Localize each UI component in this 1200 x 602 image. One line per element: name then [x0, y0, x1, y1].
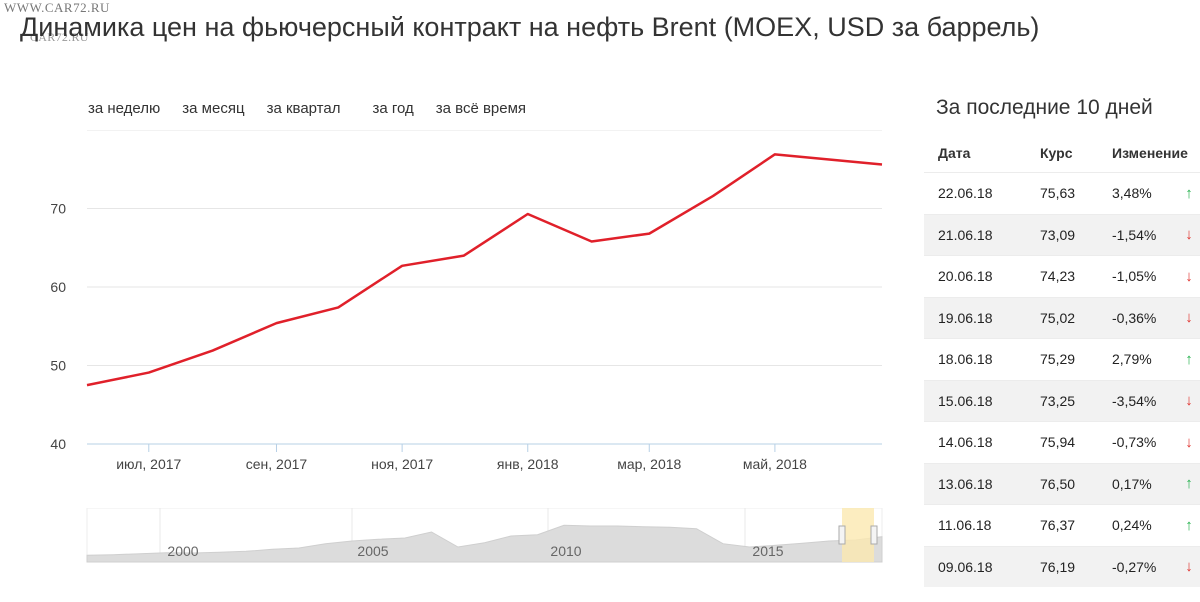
- x-tick-label: янв, 2018: [497, 456, 559, 472]
- table-row: 21.06.18 73,09 -1,54% ↓: [924, 213, 1200, 255]
- x-tick-label: май, 2018: [743, 456, 807, 472]
- row-date: 22.06.18: [938, 185, 993, 202]
- row-date: 19.06.18: [938, 309, 993, 326]
- row-date: 14.06.18: [938, 434, 993, 451]
- row-date: 15.06.18: [938, 392, 993, 409]
- x-tick-label: мар, 2018: [617, 456, 681, 472]
- arrow-down-icon: ↓: [1185, 309, 1193, 327]
- series-line: [86, 153, 883, 387]
- price-line-chart: 40 50 60 70 июл, 2017 сен, 2017 ноя, 2017 янв, …: [50, 130, 883, 472]
- row-rate: 75,63: [1040, 185, 1076, 202]
- navigator-chart[interactable]: 2000 2005 2010 2015: [0, 508, 900, 564]
- y-tick-label: 70: [50, 201, 66, 217]
- navigator-year-label: 2015: [752, 543, 783, 559]
- arrow-up-icon: ↑: [1185, 350, 1193, 368]
- row-change: -3,54%: [1112, 392, 1157, 409]
- x-tick-label: сен, 2017: [246, 456, 308, 472]
- row-change: -0,36%: [1112, 309, 1157, 326]
- watermark: WWW.CAR72.RU: [4, 0, 110, 15]
- table-row: 19.06.18 75,02 -0,36% ↓: [924, 296, 1200, 338]
- period-tabs: за неделю за месяц за квартал за год за …: [88, 100, 548, 117]
- row-rate: 74,23: [1040, 268, 1076, 285]
- y-tick-label: 50: [50, 358, 66, 374]
- y-tick-label: 40: [50, 436, 66, 452]
- x-tick-label: июл, 2017: [116, 456, 181, 472]
- arrow-down-icon: ↓: [1185, 558, 1193, 576]
- arrow-up-icon: ↑: [1185, 475, 1193, 493]
- row-change: 2,79%: [1112, 351, 1152, 368]
- page-title: Динамика цен на фьючерсный контракт на н…: [20, 12, 1040, 42]
- arrow-up-icon: ↑: [1185, 184, 1193, 202]
- table-row: 22.06.18 75,63 3,48% ↑: [924, 172, 1200, 214]
- navigator-selection: [842, 508, 874, 562]
- x-tick-label: ноя, 2017: [371, 456, 433, 472]
- row-rate: 76,37: [1040, 517, 1076, 534]
- navigator-year-label: 2010: [550, 543, 581, 559]
- table-body: 22.06.18 75,63 3,48% ↑ 21.06.18 73,09 -1,54% ↓ 2…: [924, 172, 1200, 587]
- arrow-down-icon: ↓: [1185, 226, 1193, 244]
- header-date: Дата: [938, 145, 971, 161]
- table-row: 13.06.18 76,50 0,17% ↑: [924, 462, 1200, 504]
- table-row: 09.06.18 76,19 -0,27% ↓: [924, 545, 1200, 587]
- y-tick-label: 60: [50, 279, 66, 295]
- row-change: 0,17%: [1112, 475, 1152, 492]
- arrow-down-icon: ↓: [1185, 392, 1193, 410]
- arrow-down-icon: ↓: [1185, 267, 1193, 285]
- side-panel-title: За последние 10 дней: [936, 96, 1153, 119]
- header-change: Изменение: [1112, 145, 1188, 161]
- tab-year[interactable]: за год: [372, 100, 414, 117]
- row-rate: 75,94: [1040, 434, 1076, 451]
- row-change: -0,27%: [1112, 558, 1157, 575]
- tab-quarter[interactable]: за квартал: [266, 100, 341, 117]
- table-row: 11.06.18 76,37 0,24% ↑: [924, 504, 1200, 546]
- row-change: -1,54%: [1112, 226, 1157, 243]
- tab-month[interactable]: за месяц: [182, 100, 245, 117]
- row-rate: 76,19: [1040, 558, 1076, 575]
- tab-all-time[interactable]: за всё время: [435, 100, 527, 117]
- navigator-area: [86, 524, 883, 563]
- row-date: 21.06.18: [938, 226, 993, 243]
- row-date: 13.06.18: [938, 475, 993, 492]
- row-date: 20.06.18: [938, 268, 993, 285]
- arrow-up-icon: ↑: [1185, 516, 1193, 534]
- watermark-secondary: CAR72.RU: [30, 30, 89, 44]
- navigator-handle-left: [838, 525, 846, 545]
- row-change: -1,05%: [1112, 268, 1157, 285]
- table-row: 15.06.18 73,25 -3,54% ↓: [924, 379, 1200, 421]
- row-rate: 76,50: [1040, 475, 1076, 492]
- table-header: Дата Курс Изменение: [924, 134, 1200, 172]
- row-rate: 73,09: [1040, 226, 1076, 243]
- tab-week[interactable]: за неделю: [88, 100, 161, 117]
- row-date: 11.06.18: [938, 517, 992, 534]
- row-change: 0,24%: [1112, 517, 1152, 534]
- table-row: 18.06.18 75,29 2,79% ↑: [924, 338, 1200, 380]
- table-row: 20.06.18 74,23 -1,05% ↓: [924, 255, 1200, 297]
- row-date: 18.06.18: [938, 351, 993, 368]
- row-rate: 75,02: [1040, 309, 1076, 326]
- table-row: 14.06.18 75,94 -0,73% ↓: [924, 421, 1200, 463]
- arrow-down-icon: ↓: [1185, 433, 1193, 451]
- row-date: 09.06.18: [938, 558, 993, 575]
- row-change: -0,73%: [1112, 434, 1157, 451]
- last-10-days-table: Дата Курс Изменение 22.06.18 75,63 3,48% ↑ 2…: [924, 134, 1200, 587]
- header-rate: Курс: [1040, 145, 1073, 161]
- navigator-handle-right: [870, 525, 878, 545]
- row-rate: 75,29: [1040, 351, 1076, 368]
- navigator-year-label: 2000: [167, 543, 198, 559]
- navigator-year-label: 2005: [357, 543, 388, 559]
- row-change: 3,48%: [1112, 185, 1152, 202]
- row-rate: 73,25: [1040, 392, 1076, 409]
